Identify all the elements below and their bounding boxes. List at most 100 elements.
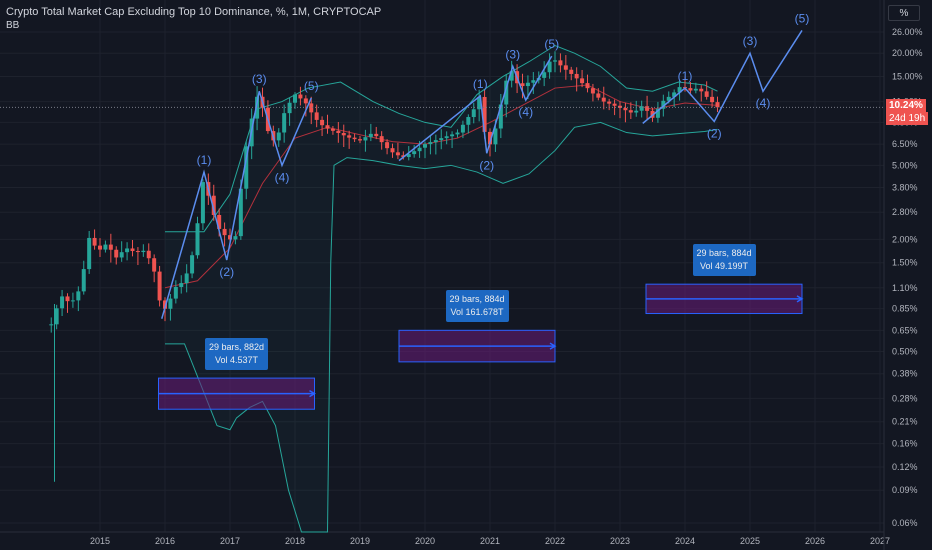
y-tick-label: 0.28%: [892, 393, 918, 403]
y-tick-label: 0.09%: [892, 485, 918, 495]
candle-body: [130, 248, 135, 252]
x-tick-label: 2015: [90, 536, 110, 546]
y-tick-label: 1.10%: [892, 283, 918, 293]
elliott-wave-label: (4): [275, 170, 290, 184]
candle-body: [309, 103, 314, 113]
x-tick-label: 2020: [415, 536, 435, 546]
candle-body: [618, 105, 622, 108]
x-tick-label: 2022: [545, 536, 565, 546]
candle-body: [460, 124, 465, 133]
candle-body: [200, 182, 205, 224]
candle-body: [677, 87, 682, 93]
candle-body: [558, 60, 563, 66]
candle-body: [358, 139, 362, 141]
candle-body: [574, 73, 579, 79]
x-tick-label: 2023: [610, 536, 630, 546]
x-tick-label: 2021: [480, 536, 500, 546]
y-tick-label: 0.65%: [892, 325, 918, 335]
candle-body: [477, 96, 482, 110]
candle-body: [623, 107, 628, 111]
candle-body: [54, 308, 59, 325]
candle-body: [135, 251, 140, 253]
candle-body: [433, 140, 438, 143]
candle-body: [179, 283, 184, 287]
candle-body: [417, 147, 422, 152]
x-tick-label: 2024: [675, 536, 695, 546]
candle-body: [233, 236, 238, 240]
elliott-wave-label: (5): [544, 37, 559, 51]
y-tick-label: 3.80%: [892, 183, 918, 193]
candle-body: [504, 80, 509, 105]
elliott-wave-label: (2): [479, 158, 494, 172]
candle-body: [325, 125, 330, 129]
y-tick-label: 5.00%: [892, 160, 918, 170]
candle-body: [379, 136, 384, 143]
elliott-wave-label: (3): [505, 47, 520, 61]
y-tick-label: 15.00%: [892, 71, 923, 81]
candle-body: [103, 244, 108, 250]
candle-body: [320, 119, 325, 126]
candle-body: [125, 248, 130, 253]
candle-body: [49, 324, 54, 326]
measure-label: 29 bars, 882d Vol 4.537T: [205, 338, 269, 371]
candle-body: [639, 106, 644, 111]
y-tick-label: 0.85%: [892, 304, 918, 314]
candle-body: [276, 132, 281, 141]
y-tick-label: 2.00%: [892, 234, 918, 244]
candle-body: [347, 135, 352, 138]
candle-body: [314, 112, 319, 120]
candle-body: [444, 136, 449, 139]
candle-body: [455, 132, 460, 135]
elliott-wave-label: (1): [473, 77, 488, 91]
bb-cloud: [165, 45, 718, 533]
measure-arrow-head: [549, 342, 557, 350]
y-tick-label: 0.38%: [892, 369, 918, 379]
bb-lower-line: [165, 121, 718, 533]
candle-body: [601, 97, 606, 102]
candle-body: [423, 144, 427, 148]
candle-body: [92, 237, 97, 246]
y-tick-label: 0.16%: [892, 439, 918, 449]
elliott-wave-label: (1): [678, 69, 693, 83]
elliott-wave-label: (5): [795, 11, 810, 25]
candle-body: [87, 237, 92, 270]
candle-body: [704, 91, 709, 97]
candle-body: [141, 250, 146, 253]
candle-body: [710, 96, 715, 103]
candle-body: [488, 131, 492, 145]
x-tick-label: 2018: [285, 536, 305, 546]
candle-body: [255, 96, 260, 119]
indicator-label[interactable]: BB: [6, 20, 20, 31]
candle-body: [146, 250, 151, 259]
y-tick-label: 1.50%: [892, 258, 918, 268]
elliott-wave-path: [642, 30, 803, 124]
candle-body: [482, 96, 487, 132]
candle-body: [190, 255, 195, 274]
candle-body: [672, 92, 677, 97]
measure-arrow-head: [309, 390, 316, 398]
candle-body: [363, 137, 368, 141]
candle-body: [628, 110, 633, 113]
x-tick-label: 2017: [220, 536, 240, 546]
candle-body: [580, 78, 585, 84]
candle-body: [493, 128, 498, 145]
y-tick-label: 2.80%: [892, 207, 918, 217]
candle-body: [412, 151, 417, 155]
elliott-wave-label: (2): [707, 126, 722, 140]
candle-body: [634, 110, 639, 113]
measure-bars-text: 29 bars, 884d: [449, 294, 505, 305]
candle-body: [590, 88, 595, 94]
candle-body: [293, 94, 297, 103]
x-tick-label: 2027: [870, 536, 890, 546]
x-tick-label: 2026: [805, 536, 825, 546]
candle-body: [439, 138, 444, 141]
unit-toggle-button[interactable]: %: [888, 5, 920, 21]
candle-body: [661, 100, 666, 109]
elliott-wave-label: (4): [756, 96, 771, 110]
candle-body: [152, 258, 157, 272]
measure-label: 29 bars, 884d Vol 49.199T: [692, 244, 756, 277]
candle-body: [211, 195, 216, 215]
candle-body: [119, 252, 124, 258]
candle-body: [596, 93, 601, 98]
